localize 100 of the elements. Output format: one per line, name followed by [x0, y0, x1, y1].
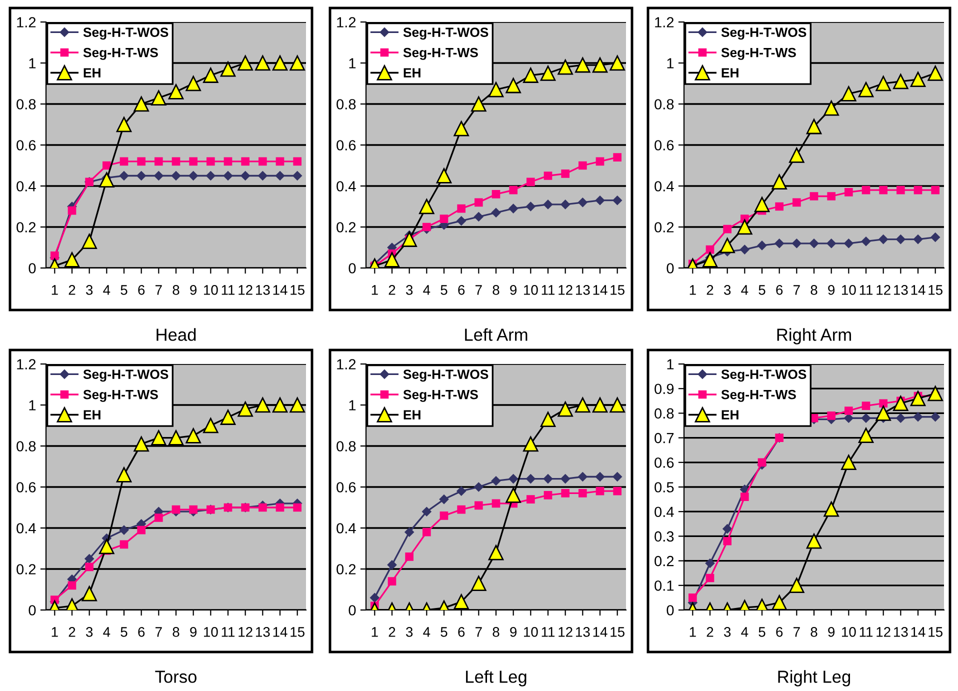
x-tick-label: 6	[138, 627, 145, 637]
x-tick-label: 5	[120, 285, 128, 295]
y-tick-label: 0.6	[16, 482, 36, 492]
legend-label: EH	[722, 68, 738, 78]
x-tick-label: 1	[690, 627, 696, 637]
legend-label: Seg-H-T-WOS	[721, 370, 806, 382]
legend-label: Seg-H-T-WOS	[83, 370, 168, 382]
x-tick-label: 2	[706, 285, 714, 295]
y-tick-label: 0.2	[16, 564, 36, 574]
y-tick-label: 0.2	[336, 564, 356, 574]
x-tick-label: 10	[842, 627, 856, 637]
x-tick-label: 7	[794, 285, 800, 295]
x-tick-label: 4	[103, 285, 110, 295]
y-tick-label: 0.4	[16, 523, 36, 534]
y-tick-label: 0.8	[336, 99, 356, 110]
x-tick-label: 9	[190, 627, 197, 637]
y-tick-label: 0.6	[336, 482, 356, 492]
y-tick-label: 1.2	[17, 359, 36, 370]
legend-label: EH	[84, 68, 100, 78]
x-tick-label: 13	[894, 627, 908, 637]
x-tick-label: 15	[290, 285, 304, 295]
y-tick-label: 0.6	[336, 140, 356, 150]
x-tick-label: 14	[593, 285, 608, 295]
legend-label: EH	[404, 68, 420, 78]
y-tick-label: 0.9	[654, 384, 674, 394]
x-tick-label: 10	[204, 285, 218, 295]
x-tick-label: 4	[423, 627, 430, 637]
x-tick-label: 13	[256, 627, 270, 637]
x-tick-label: 5	[440, 285, 448, 295]
x-tick-label: 15	[928, 285, 942, 295]
x-tick-label: 6	[458, 627, 465, 637]
legend-label: Seg-H-T-WS	[83, 48, 158, 60]
x-tick-label: 7	[476, 285, 482, 295]
x-tick-label: 14	[593, 627, 608, 637]
legend-label: Seg-H-T-WOS	[721, 28, 806, 40]
x-tick-label: 14	[273, 627, 288, 637]
legend-label: EH	[722, 410, 738, 420]
x-tick-label: 1	[372, 627, 378, 637]
x-tick-label: 9	[510, 627, 517, 637]
y-tick-label: 0	[666, 263, 674, 274]
y-tick-label: 0.8	[654, 99, 674, 110]
x-tick-label: 10	[842, 285, 856, 295]
x-tick-label: 7	[476, 627, 482, 637]
y-tick-label: 0.8	[16, 99, 36, 110]
x-tick-label: 8	[492, 285, 500, 295]
y-tick-label: 0.2	[654, 222, 674, 232]
x-tick-label: 15	[610, 627, 624, 637]
x-axis-title: Torso	[155, 670, 196, 683]
x-tick-label: 2	[388, 285, 396, 295]
x-tick-label: 4	[423, 285, 430, 295]
x-tick-label: 1	[372, 285, 378, 295]
y-tick-label: 1	[29, 58, 36, 68]
y-tick-label: 1	[29, 400, 36, 410]
x-tick-label: 5	[758, 627, 766, 637]
x-tick-label: 3	[406, 285, 413, 295]
legend-label: Seg-H-T-WS	[403, 48, 478, 60]
y-tick-label: 0.4	[336, 181, 356, 192]
y-tick-label: 0.5	[654, 482, 674, 492]
y-tick-label: 0	[666, 605, 674, 616]
x-tick-label: 1	[52, 627, 58, 637]
x-tick-label: 3	[724, 285, 731, 295]
x-tick-label: 3	[86, 285, 93, 295]
x-tick-label: 9	[510, 285, 517, 295]
x-tick-label: 15	[610, 285, 624, 295]
legend-label: EH	[84, 410, 100, 420]
x-tick-label: 14	[911, 285, 926, 295]
x-tick-label: 12	[238, 285, 252, 295]
y-tick-label: 1.2	[655, 17, 674, 28]
x-tick-label: 8	[492, 627, 500, 637]
y-tick-label: 1	[667, 58, 674, 68]
y-tick-label: 0.2	[16, 222, 36, 232]
y-tick-label: 0.4	[16, 181, 36, 192]
x-tick-label: 11	[860, 627, 873, 637]
y-tick-label: 0	[348, 263, 356, 274]
legend-label: Seg-H-T-WS	[403, 390, 478, 402]
x-tick-label: 9	[828, 285, 835, 295]
x-axis-title: Right Arm	[777, 328, 851, 344]
y-tick-label: 0.4	[654, 181, 674, 192]
x-tick-label: 13	[256, 285, 270, 295]
x-tick-label: 15	[290, 627, 304, 637]
x-tick-label: 13	[576, 285, 590, 295]
y-tick-label: 0.1	[654, 580, 674, 591]
x-tick-label: 5	[120, 627, 128, 637]
x-tick-label: 11	[542, 627, 555, 637]
x-tick-label: 3	[724, 627, 731, 637]
x-tick-label: 13	[576, 627, 590, 637]
x-tick-label: 4	[741, 285, 748, 295]
x-tick-label: 2	[68, 627, 76, 637]
y-tick-label: 1.2	[337, 17, 356, 28]
y-tick-label: 0.4	[654, 506, 674, 518]
x-tick-label: 8	[810, 285, 818, 295]
x-tick-label: 6	[776, 285, 783, 295]
x-tick-label: 6	[138, 285, 145, 295]
legend-label: Seg-H-T-WS	[83, 390, 158, 402]
y-tick-label: 0.2	[654, 556, 674, 566]
legend-label: Seg-H-T-WS	[721, 390, 796, 402]
x-tick-label: 8	[172, 285, 180, 295]
y-tick-label: 0.3	[654, 531, 674, 542]
y-tick-label: 0.6	[654, 140, 674, 150]
x-tick-label: 3	[86, 627, 93, 637]
